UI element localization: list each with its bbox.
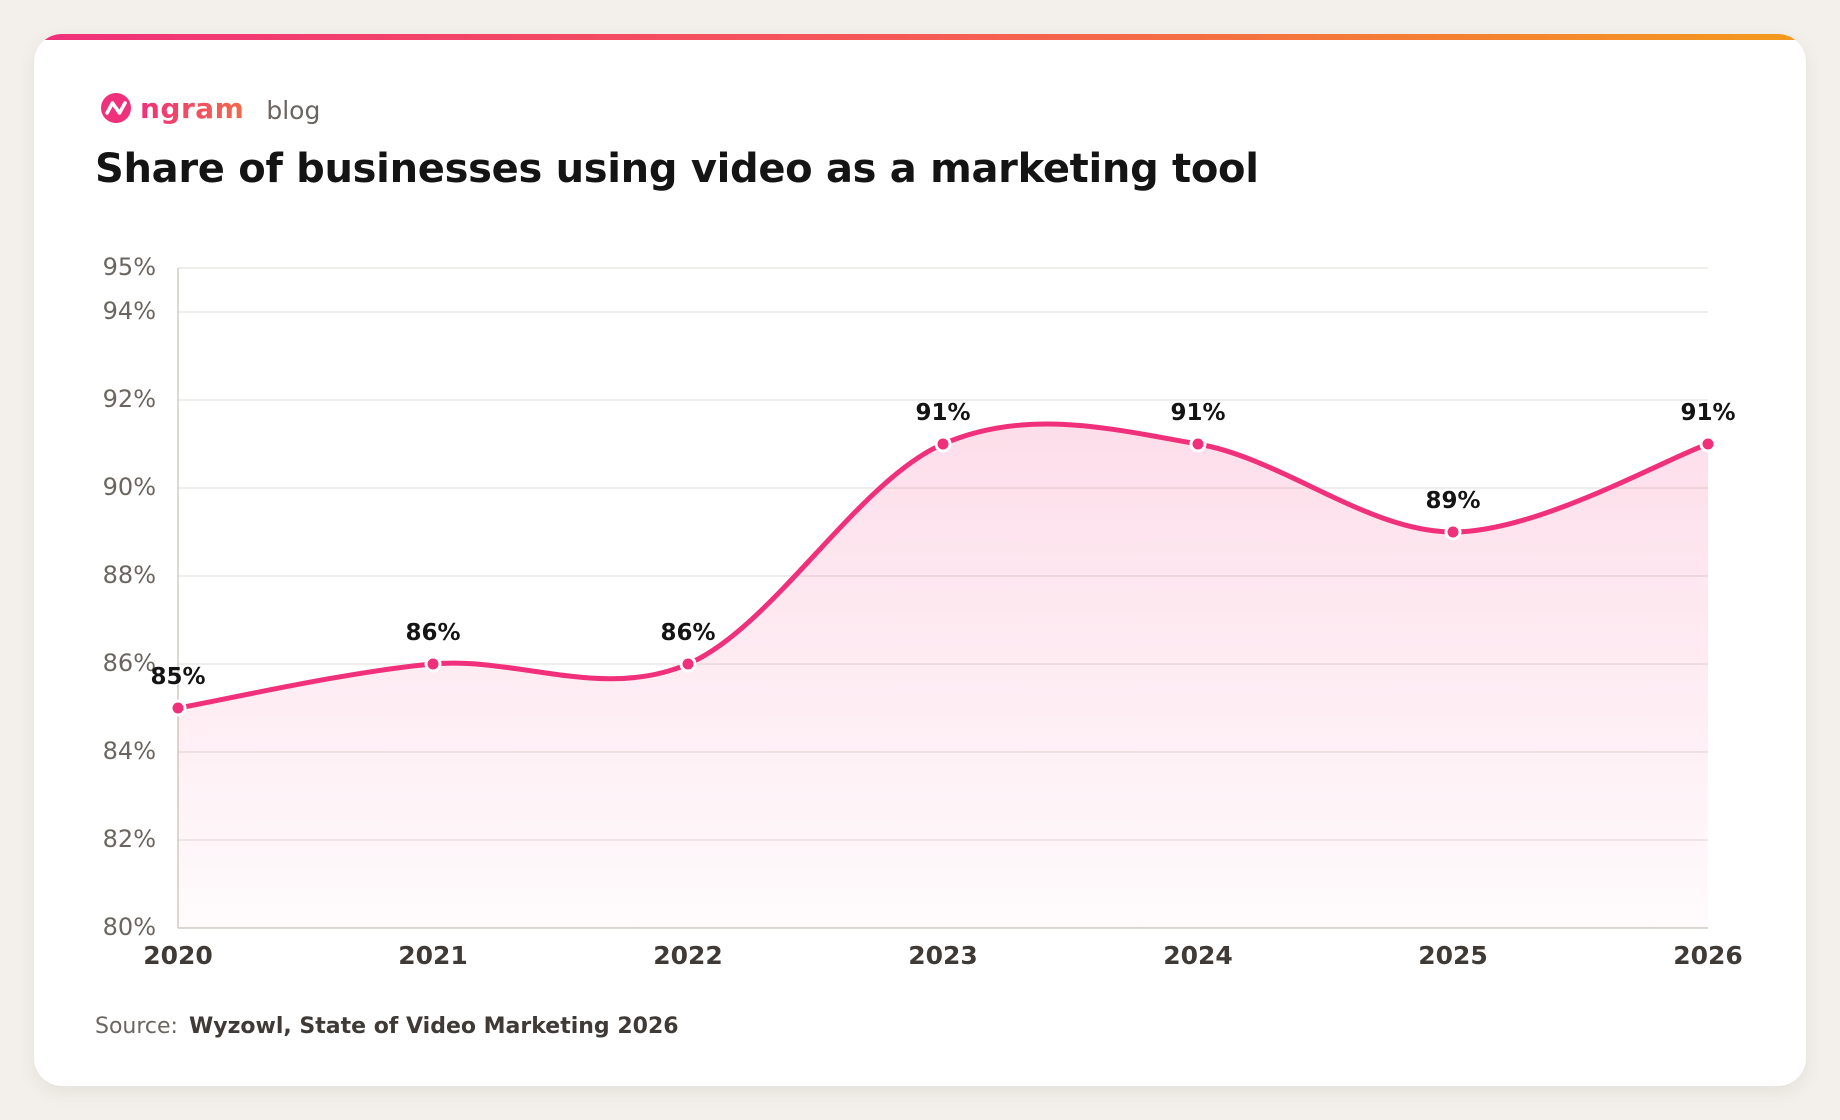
x-tick-label: 2025 — [1418, 941, 1488, 970]
brand-name: ngram — [140, 91, 245, 125]
line-chart: 80% 82% 84% 86% 88% 90% 92% 94% 95% 2020 2021 2022 2… — [103, 253, 1743, 970]
x-tick-label: 2022 — [653, 941, 723, 970]
data-point — [1699, 435, 1717, 453]
chart-card: ngram blog Share of businesses using vid… — [34, 34, 1806, 1086]
y-tick-label: 86% — [103, 649, 156, 677]
source-label: Source: — [95, 1014, 178, 1039]
brand[interactable]: ngram blog — [100, 88, 320, 128]
y-tick-label: 95% — [103, 253, 156, 281]
ngram-logo-icon — [101, 93, 131, 123]
source-value: Wyzowl, State of Video Marketing 2026 — [188, 1014, 679, 1039]
data-label: 86% — [405, 620, 460, 646]
source-note: Source: Wyzowl, State of Video Marketing… — [95, 1014, 679, 1039]
x-tick-label: 2020 — [143, 941, 213, 970]
data-label: 91% — [915, 400, 970, 426]
brand-section: blog — [266, 95, 321, 125]
y-tick-label: 82% — [103, 825, 156, 853]
data-point — [1444, 523, 1462, 541]
series-area — [178, 423, 1708, 928]
accent-bar — [34, 34, 1806, 40]
data-point — [1189, 435, 1207, 453]
x-tick-label: 2021 — [398, 941, 468, 970]
y-tick-label: 80% — [103, 913, 156, 941]
data-point — [679, 655, 697, 673]
x-tick-label: 2026 — [1673, 941, 1743, 970]
y-tick-label: 84% — [103, 737, 156, 765]
data-label: 89% — [1425, 488, 1480, 514]
data-label: 91% — [1170, 400, 1225, 426]
data-point — [169, 699, 187, 717]
data-label: 86% — [660, 620, 715, 646]
y-tick-label: 90% — [103, 473, 156, 501]
x-tick-label: 2023 — [908, 941, 978, 970]
chart-title: Share of businesses using video as a mar… — [95, 146, 1259, 192]
data-point — [424, 655, 442, 673]
data-label: 85% — [150, 664, 205, 690]
y-tick-label: 92% — [103, 385, 156, 413]
x-tick-label: 2024 — [1163, 941, 1233, 970]
y-tick-label: 88% — [103, 561, 156, 589]
y-tick-label: 94% — [103, 297, 156, 325]
data-label: 91% — [1680, 400, 1735, 426]
data-point — [934, 435, 952, 453]
